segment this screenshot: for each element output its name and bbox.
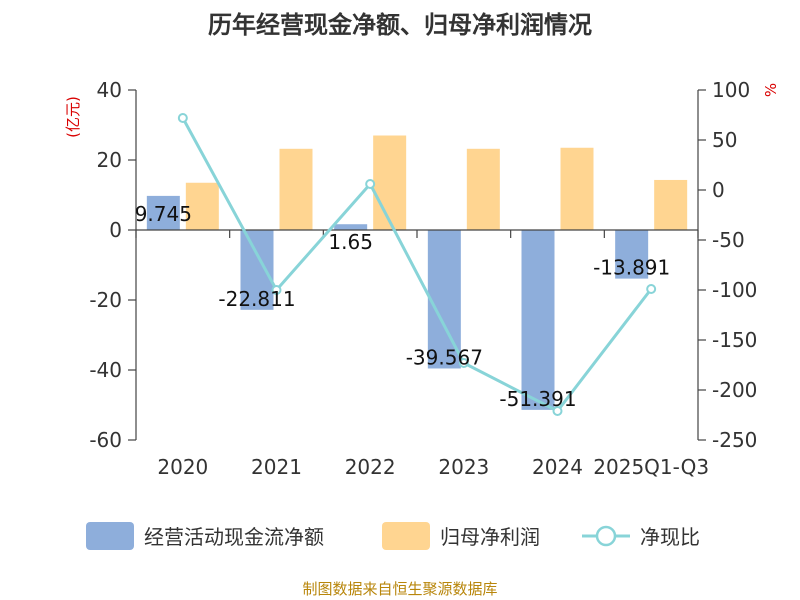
data-label-cashflow-2024: -51.391	[499, 387, 576, 411]
bar-cashflow-2022	[334, 224, 368, 230]
category-label-2021: 2021	[251, 455, 302, 479]
bar-cashflow-2024	[521, 230, 555, 410]
legend-label-profit: 归母净利润	[440, 525, 540, 549]
right-tick-label: -250	[712, 428, 757, 452]
left-tick-label: 0	[109, 218, 122, 242]
ratio-point-2020	[177, 113, 188, 123]
right-tick-label: -150	[712, 328, 757, 352]
chart-title: 历年经营现金净额、归母净利润情况	[208, 11, 592, 39]
bar-cashflow-2021	[240, 230, 274, 310]
legend-label-ratio: 净现比	[640, 525, 700, 549]
legend-swatch-profit	[382, 522, 430, 550]
left-tick-label: -40	[89, 358, 122, 382]
data-label-cashflow-2020: 9.745	[135, 202, 192, 226]
category-label-2022: 2022	[345, 455, 396, 479]
bar-cashflow-2025Q1-Q3	[615, 230, 649, 279]
data-label-cashflow-2023: -39.567	[406, 345, 483, 369]
ratio-point-2025Q1-Q3	[646, 284, 657, 294]
data-label-cashflow-2025Q1-Q3: -13.891	[593, 256, 670, 280]
bar-profit-2023	[466, 148, 500, 230]
axes-layer: 40200-20-40-60100500-50-100-150-200-2502…	[89, 78, 757, 479]
left-tick-label: -60	[89, 428, 122, 452]
left-axis-unit: (亿元)	[64, 96, 82, 138]
left-tick-label: -20	[89, 288, 122, 312]
category-label-2023: 2023	[438, 455, 489, 479]
right-tick-label: -50	[712, 228, 745, 252]
ratio-point-2023	[458, 358, 469, 368]
legend-label-cashflow: 经营活动现金流净额	[144, 525, 324, 549]
legend-marker-ratio	[595, 525, 617, 547]
right-tick-label: -100	[712, 278, 757, 302]
legend: 经营活动现金流净额 归母净利润 净现比	[86, 522, 700, 550]
category-label-2025Q1-Q3: 2025Q1-Q3	[593, 455, 709, 479]
bar-profit-2025Q1-Q3	[654, 179, 688, 230]
right-tick-label: 0	[712, 178, 725, 202]
source-note: 制图数据来自恒生聚源数据库	[302, 580, 497, 598]
right-tick-label: 100	[712, 78, 750, 102]
right-tick-label: -200	[712, 378, 757, 402]
left-tick-label: 40	[97, 78, 122, 102]
bar-profit-2021	[279, 148, 313, 230]
left-tick-label: 20	[97, 148, 122, 172]
right-axis-unit: %	[762, 83, 780, 97]
ratio-line	[181, 117, 653, 413]
data-label-cashflow-2021: -22.811	[218, 287, 295, 311]
bar-profit-2020	[185, 182, 219, 230]
category-label-2024: 2024	[532, 455, 583, 479]
bar-layer	[146, 135, 688, 410]
data-label-layer: 9.745 -22.811 1.65 -39.567 -51.391 -13.891	[135, 202, 671, 411]
bar-cashflow-2020	[146, 195, 180, 230]
ratio-point-2022	[365, 179, 376, 189]
ratio-line-layer	[177, 113, 657, 416]
ratio-point-2021	[271, 285, 282, 295]
data-label-cashflow-2022: 1.65	[328, 230, 373, 254]
bar-profit-2024	[560, 147, 594, 230]
ratio-point-2024	[552, 406, 563, 416]
right-tick-label: 50	[712, 128, 737, 152]
category-label-2020: 2020	[157, 455, 208, 479]
bar-profit-2022	[373, 135, 407, 230]
legend-swatch-cashflow	[86, 522, 134, 550]
